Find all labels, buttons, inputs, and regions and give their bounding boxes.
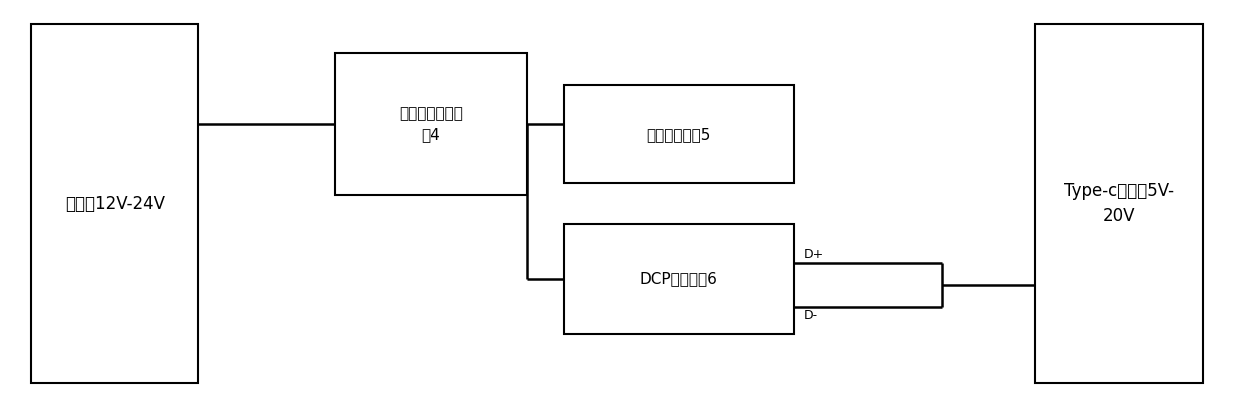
Text: 保护控制电路5: 保护控制电路5 [647,127,711,142]
Bar [564,224,794,334]
Text: Type-c输出口5V-
20V: Type-c输出口5V- 20V [1064,182,1174,225]
Bar [564,85,794,183]
Bar [31,24,198,383]
Text: D+: D+ [804,248,823,261]
Text: D-: D- [804,309,817,322]
Text: DCP握手芯片6: DCP握手芯片6 [640,271,718,286]
Text: 降压型功率变换
器4: 降压型功率变换 器4 [399,106,463,142]
Bar [1035,24,1203,383]
Text: 点烟器12V-24V: 点烟器12V-24V [64,195,165,212]
Bar [335,53,527,195]
